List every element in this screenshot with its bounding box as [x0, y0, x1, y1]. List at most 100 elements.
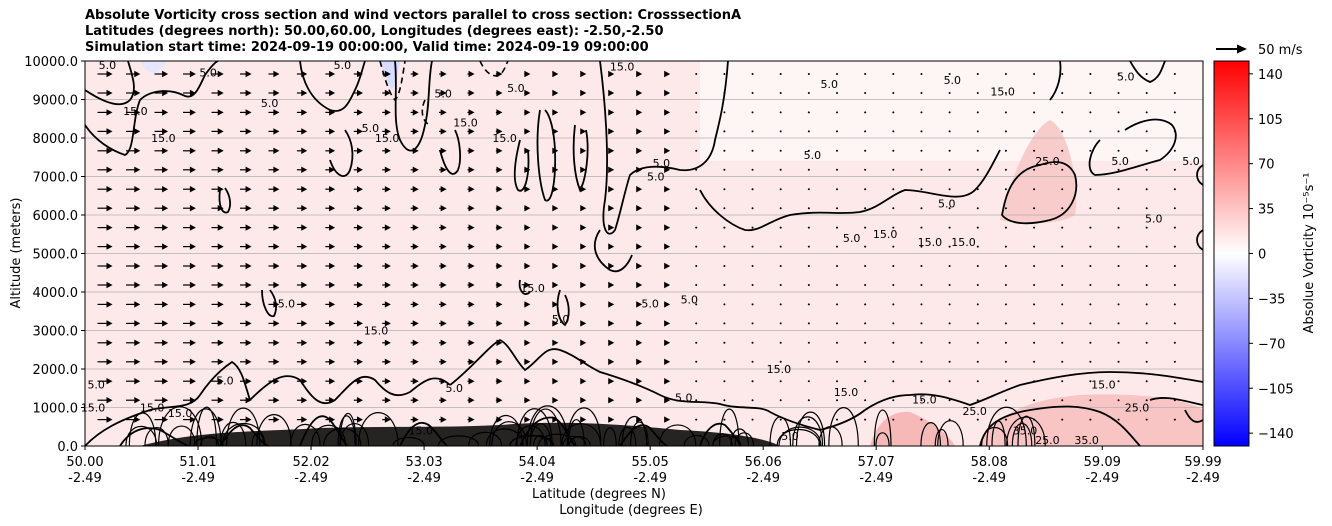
wind-vector-head — [384, 147, 391, 154]
wind-vector-head — [552, 205, 559, 212]
wind-vector-head — [301, 70, 308, 78]
wind-vector — [976, 149, 979, 152]
wind-vector-head — [273, 320, 280, 327]
wind-vector — [948, 380, 951, 383]
wind-vector-head — [608, 70, 615, 78]
wind-vector — [892, 418, 895, 421]
contour-label: 5.0 — [681, 294, 699, 307]
wind-vector — [751, 284, 754, 286]
wind-vector-head — [356, 205, 363, 212]
wind-vector-head — [134, 416, 141, 423]
wind-vector — [1117, 92, 1120, 94]
contour-label: 15.0 — [492, 132, 517, 145]
wind-vector-head — [273, 205, 280, 212]
wind-vector — [751, 188, 754, 191]
wind-vector-head — [440, 166, 447, 173]
wind-vector — [1033, 92, 1036, 94]
wind-vector — [1004, 284, 1007, 286]
wind-vector-head — [356, 89, 363, 97]
wind-vector — [1033, 418, 1036, 421]
surface-contour — [128, 412, 157, 446]
wind-vector — [1061, 303, 1064, 306]
wind-vector-head — [608, 186, 615, 193]
wind-vector-head — [189, 320, 196, 327]
contour-line — [85, 61, 135, 105]
contour-label: 5.0 — [507, 82, 525, 95]
wind-vector-head — [217, 397, 224, 404]
x-tick-label-lon: -2.49 — [746, 471, 780, 486]
contour-label: 5.0 — [552, 313, 570, 326]
wind-vector — [1061, 418, 1064, 421]
wind-vector — [807, 111, 810, 114]
wind-vector — [1145, 380, 1148, 383]
wind-vector-head — [580, 109, 587, 116]
wind-vector — [1004, 399, 1007, 402]
wind-vector-head — [384, 397, 391, 404]
wind-vector-head — [608, 262, 615, 270]
wind-vector-head — [412, 281, 419, 289]
wind-vector-head — [664, 320, 671, 327]
wind-vector — [695, 303, 698, 306]
wind-vector — [920, 130, 923, 133]
wind-vector — [836, 207, 838, 210]
wind-vector — [892, 245, 895, 248]
wind-vector-head — [468, 166, 475, 173]
wind-vector-head — [468, 147, 475, 154]
wind-vector-head — [552, 358, 559, 365]
wind-vector-head — [106, 166, 113, 173]
wind-vector — [1033, 188, 1036, 191]
contour-label: 5.0 — [1182, 155, 1200, 168]
wind-vector-head — [106, 243, 113, 250]
contour-label: 15.0 — [408, 424, 433, 437]
wind-vector-head — [245, 70, 252, 78]
wind-vector-head — [329, 186, 336, 193]
wind-vector — [695, 399, 698, 402]
wind-vector-head — [162, 186, 169, 193]
wind-vector-head — [552, 147, 559, 154]
wind-vector-head — [217, 128, 224, 135]
y-tick-label: 6000.0 — [33, 209, 79, 224]
wind-vector-head — [636, 281, 643, 289]
wind-vector-head — [189, 416, 196, 423]
wind-vector — [1061, 92, 1064, 94]
surface-contour — [719, 408, 740, 446]
wind-vector — [920, 303, 923, 306]
wind-vector-head — [273, 358, 280, 365]
wind-vector-head — [106, 358, 113, 365]
wind-vector-head — [412, 301, 419, 308]
wind-vector — [948, 322, 951, 325]
wind-vector-head — [106, 281, 113, 289]
wind-vector — [695, 418, 698, 421]
wind-vector — [892, 303, 895, 306]
wind-vector — [948, 399, 951, 402]
wind-vector — [1145, 265, 1148, 267]
wind-vector-head — [664, 70, 671, 78]
negative-contours — [379, 61, 509, 126]
wind-vector-head — [162, 416, 169, 423]
wind-vector — [807, 360, 810, 363]
wind-vector — [807, 341, 810, 344]
wind-vector-head — [245, 378, 252, 385]
wind-vector-head — [496, 70, 503, 78]
wind-vector — [948, 284, 951, 286]
wind-vector-head — [524, 70, 531, 78]
wind-vector — [1173, 303, 1176, 306]
wind-vector-head — [440, 205, 447, 212]
wind-vector-head — [189, 243, 196, 250]
wind-vector-head — [608, 128, 615, 135]
wind-vector — [920, 322, 923, 325]
wind-vector-head — [162, 378, 169, 385]
wind-vector-head — [301, 378, 308, 385]
wind-vector-head — [384, 166, 391, 173]
wind-vector-head — [440, 378, 447, 385]
wind-vector-head — [384, 301, 391, 308]
wind-vector-head — [162, 109, 169, 116]
wind-vector — [779, 380, 782, 383]
wind-vector-head — [217, 205, 224, 212]
wind-vector-head — [580, 339, 587, 346]
wind-vector — [1089, 322, 1092, 325]
wind-vector-head — [608, 109, 615, 116]
wind-vector-head — [664, 147, 671, 154]
wind-key-label: 50 m/s — [1258, 43, 1303, 58]
contour-label: 5.0 — [446, 382, 464, 395]
